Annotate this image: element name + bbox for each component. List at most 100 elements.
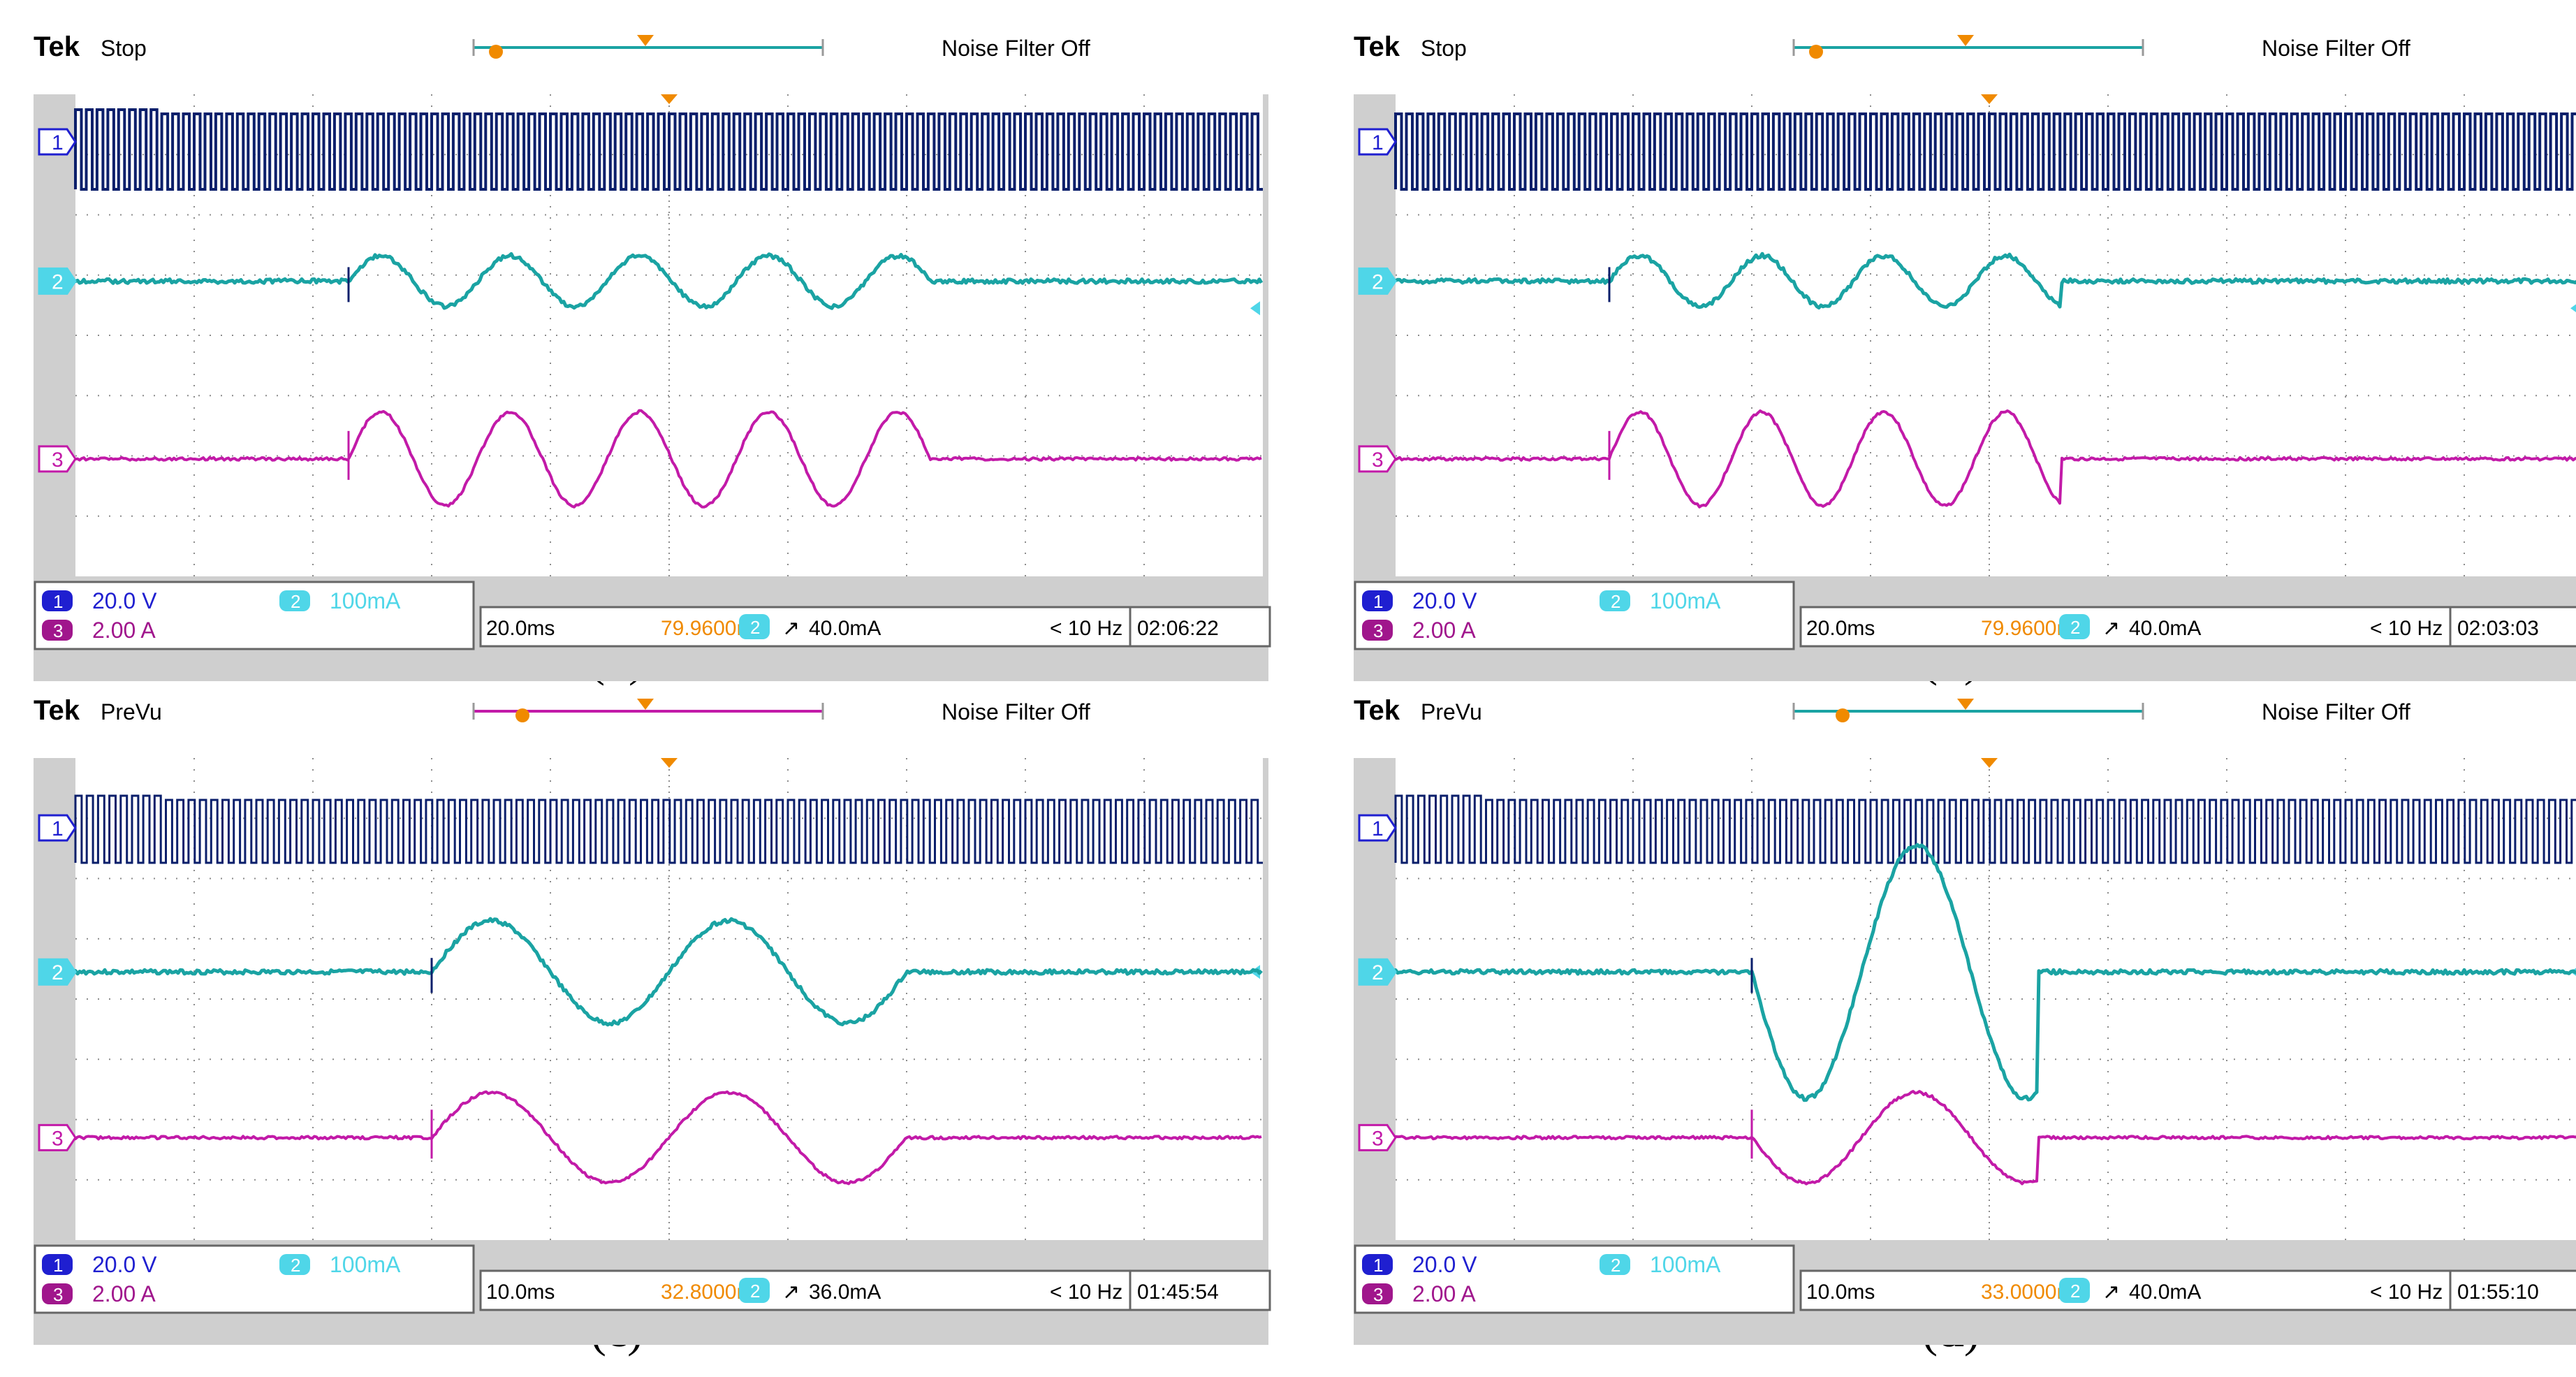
brand-label: Tek	[34, 31, 80, 62]
brand-label: Tek	[1354, 31, 1400, 62]
channel-marker-3: 3	[38, 445, 77, 473]
trigger-level-value: 40.0mA	[2129, 1281, 2201, 1304]
scale-legend: 1 20.0 V 2 100mA 3 2.00 A	[1354, 581, 1795, 650]
channel-marker-shape	[1358, 445, 1397, 473]
ch1-badge	[1362, 1254, 1393, 1275]
scale-legend: 1 20.0 V 2 100mA 3 2.00 A	[1354, 1244, 1795, 1314]
trigger-position-marker	[637, 699, 654, 710]
noise-filter-label: Noise Filter Off	[942, 36, 1090, 61]
ch3-scale: 2.00 A	[1412, 618, 1476, 643]
ch3-badge-label: 3	[53, 1284, 63, 1305]
channel-marker-shape	[38, 267, 77, 295]
ch3-trace	[74, 409, 1262, 509]
channel-marker-shape	[1358, 814, 1397, 842]
channel-marker-2: 2	[1358, 958, 1397, 986]
ch1-scale: 20.0 V	[1412, 1252, 1477, 1277]
ch2-trace	[1393, 252, 2576, 309]
screen	[73, 94, 1264, 576]
ch3-badge	[1362, 1283, 1393, 1304]
ch3-trace	[1394, 409, 2576, 509]
channel-marker-label: 1	[1372, 817, 1384, 840]
channel-marker-3: 3	[1358, 1123, 1397, 1151]
ch3-scale: 2.00 A	[92, 1281, 156, 1306]
screen	[1393, 758, 2576, 1240]
trigger-level-value: 40.0mA	[2129, 617, 2201, 640]
ch1-badge-label: 1	[1373, 591, 1383, 612]
channel-marker-label: 3	[1372, 1127, 1384, 1150]
ch1-trace	[1394, 794, 2576, 864]
channel-marker-3: 3	[1358, 445, 1397, 473]
ch3-badge	[1362, 620, 1393, 641]
channel-marker-shape	[1358, 128, 1397, 156]
trigger-position-marker	[637, 35, 654, 46]
scale-legend: 1 20.0 V 2 100mA 3 2.00 A	[34, 1244, 475, 1314]
trigger-slope-icon: ↗	[782, 617, 800, 640]
ch2-badge	[1600, 590, 1630, 611]
channel-marker-label: 3	[52, 449, 64, 472]
brand-label: Tek	[34, 695, 80, 726]
channel-marker-3: 3	[38, 1123, 77, 1151]
ch1-badge-label: 1	[53, 1255, 63, 1276]
trigger-source-label: 2	[750, 1281, 760, 1302]
channel-marker-label: 1	[52, 817, 64, 840]
record-trigger-marker	[1836, 708, 1850, 722]
timebase-value: 20.0ms	[486, 617, 555, 640]
timebase-value: 10.0ms	[1806, 1281, 1875, 1304]
channel-marker-shape	[38, 958, 77, 986]
trigger-level-marker	[2570, 304, 2576, 312]
screen	[73, 758, 1263, 1240]
status-label: Stop	[101, 36, 147, 61]
ch2-trace	[73, 252, 1264, 310]
clock-time: 02:03:03	[2457, 617, 2539, 640]
trigger-source-label: 2	[750, 617, 760, 638]
trigger-time-marker	[661, 94, 678, 104]
scale-legend-box	[1354, 1244, 1795, 1314]
channel-marker-label: 2	[1372, 270, 1384, 293]
ch2-scale: 100mA	[330, 1252, 401, 1277]
clock-time: 01:45:54	[1137, 1281, 1219, 1304]
channel-marker-label: 2	[1372, 961, 1384, 984]
ch2-badge-label: 2	[1611, 591, 1620, 612]
trigger-source-badge	[739, 1278, 770, 1303]
channel-marker-shape	[1358, 267, 1397, 295]
trigger-position-marker	[1957, 699, 1974, 710]
channel-marker-1: 1	[1358, 128, 1397, 156]
ch3-trace	[1394, 1090, 2576, 1186]
ch3-badge	[42, 620, 73, 641]
ch3-trace	[74, 1090, 1262, 1186]
ch3-scale: 2.00 A	[1412, 1281, 1476, 1306]
status-bar-box	[1799, 606, 2576, 648]
channel-marker-label: 1	[52, 131, 64, 154]
noise-filter-label: Noise Filter Off	[2262, 699, 2410, 724]
ch3-badge	[42, 1283, 73, 1304]
status-bar-box	[1799, 1269, 2576, 1311]
ch2-badge	[279, 590, 310, 611]
ch1-trace	[74, 794, 1263, 864]
ch3-badge-label: 3	[1373, 1284, 1383, 1305]
channel-marker-1: 1	[1358, 814, 1397, 842]
scale-legend-box	[34, 581, 475, 650]
scope-panel-b: Tek Stop Noise Filter Off 1 2 3 1 20.0 V 2 100mA 3…	[1354, 31, 2576, 681]
ch1-trace	[1394, 112, 2576, 191]
noise-filter-label: Noise Filter Off	[2262, 36, 2410, 61]
ch2-badge-label: 2	[1611, 1255, 1620, 1276]
status-bar-box	[479, 1269, 1271, 1311]
ch3-badge-label: 3	[1373, 620, 1383, 641]
ch2-scale: 100mA	[1650, 588, 1721, 613]
ch3-scale: 2.00 A	[92, 618, 156, 643]
trigger-level-value: 40.0mA	[809, 617, 881, 640]
status-label: PreVu	[101, 699, 162, 724]
trigger-source-badge	[739, 614, 770, 639]
trigger-level-marker	[1250, 301, 1260, 316]
status-label: Stop	[1421, 36, 1467, 61]
ch2-trace	[73, 917, 1263, 1027]
timebase-value: 10.0ms	[486, 1281, 555, 1304]
record-trigger-marker	[489, 45, 503, 59]
trigger-frequency: < 10 Hz	[1050, 1281, 1122, 1304]
scope-panel-d: Tek PreVu Noise Filter Off 1 2 3 1 20.0 V 2 100mA…	[1354, 695, 2576, 1345]
ch1-scale: 20.0 V	[1412, 588, 1477, 613]
screen	[1393, 94, 2576, 576]
screen-background	[1396, 758, 2576, 1240]
trigger-frequency: < 10 Hz	[2370, 617, 2443, 640]
